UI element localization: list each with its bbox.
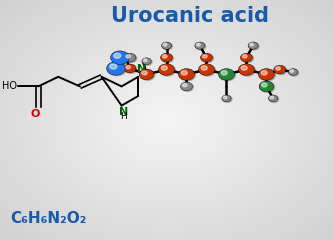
Text: O: O [30,109,40,119]
Circle shape [248,42,258,49]
Circle shape [124,64,136,73]
Circle shape [261,83,267,87]
Circle shape [199,65,215,76]
Circle shape [110,64,117,69]
Circle shape [196,43,206,50]
Circle shape [258,69,274,80]
Text: N: N [119,107,128,117]
Circle shape [198,64,214,75]
Circle shape [274,65,286,74]
Circle shape [260,82,275,92]
Circle shape [240,53,252,62]
Circle shape [201,54,213,63]
Circle shape [223,96,227,99]
Circle shape [201,66,207,70]
Circle shape [261,71,267,75]
Circle shape [125,65,137,73]
Circle shape [223,96,232,102]
Circle shape [219,69,235,81]
Circle shape [200,53,212,62]
Circle shape [181,83,193,91]
Circle shape [221,71,227,75]
Text: C₆H₆N₂O₂: C₆H₆N₂O₂ [10,211,86,226]
Circle shape [259,69,275,81]
Circle shape [178,69,194,80]
Circle shape [126,55,131,58]
Circle shape [142,58,151,65]
Circle shape [140,70,155,80]
Circle shape [162,42,171,49]
Circle shape [162,54,173,63]
Text: HO: HO [2,81,17,91]
Circle shape [276,67,280,70]
Circle shape [259,81,274,92]
Circle shape [111,51,129,64]
Circle shape [126,66,131,69]
Circle shape [159,64,174,75]
Circle shape [242,55,247,58]
Circle shape [288,69,298,75]
Circle shape [143,59,152,65]
Text: Urocanic acid: Urocanic acid [111,6,269,26]
Circle shape [218,69,234,80]
Circle shape [290,70,293,72]
Circle shape [163,43,172,50]
Circle shape [161,53,172,62]
Circle shape [139,69,154,80]
Circle shape [250,43,254,46]
Circle shape [238,64,254,75]
Circle shape [107,62,125,75]
Circle shape [239,65,255,76]
Circle shape [142,71,147,75]
Circle shape [241,54,253,63]
Text: H: H [120,112,127,121]
Circle shape [270,96,273,99]
Circle shape [181,71,187,75]
Text: N: N [137,64,146,74]
Circle shape [202,55,207,58]
Circle shape [179,69,195,81]
Circle shape [289,69,299,76]
Circle shape [222,95,231,102]
Circle shape [182,84,187,87]
Circle shape [269,96,279,102]
Circle shape [108,62,126,76]
Circle shape [144,59,147,61]
Circle shape [125,54,137,63]
Circle shape [241,66,247,70]
Circle shape [268,95,278,102]
Circle shape [275,66,287,75]
Circle shape [180,82,192,91]
Circle shape [195,42,205,49]
Circle shape [160,65,175,76]
Circle shape [163,55,167,58]
Circle shape [163,43,167,46]
Circle shape [114,53,121,58]
Circle shape [196,43,200,46]
Circle shape [249,43,259,50]
Circle shape [124,53,136,62]
Circle shape [112,52,130,65]
Circle shape [161,66,167,70]
